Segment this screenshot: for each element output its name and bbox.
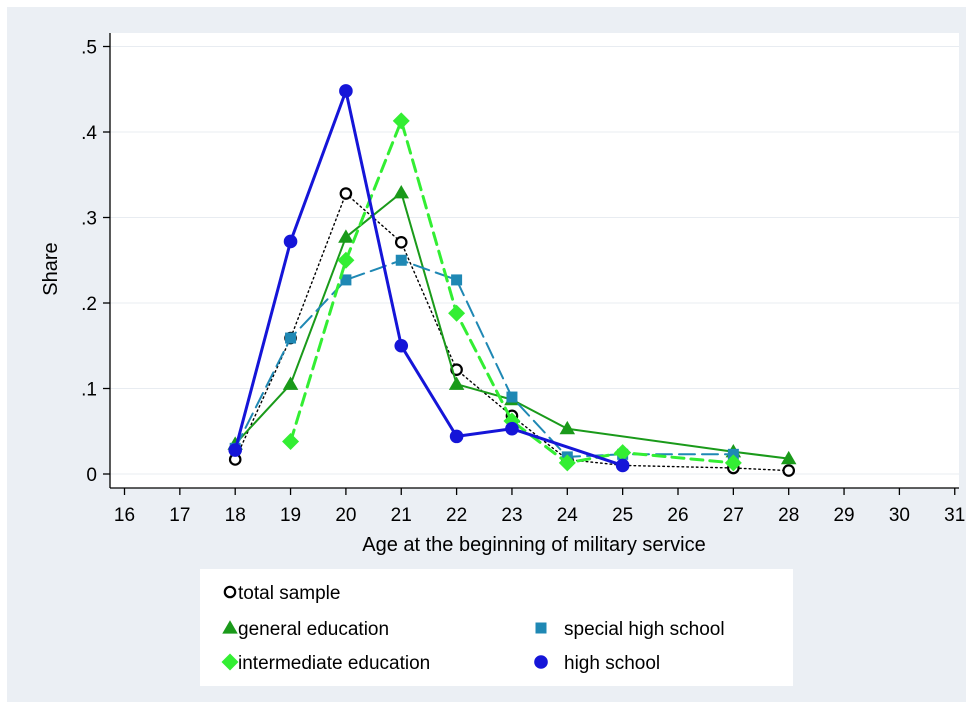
legend-item-high-school: high school [534, 653, 660, 674]
y-tick-label: .1 [81, 380, 97, 401]
data-point-total-sample [339, 187, 353, 200]
x-tick-label: 24 [557, 505, 579, 526]
plot-area [110, 33, 959, 488]
data-point-intermediate-education [614, 444, 632, 462]
data-point-intermediate-education [337, 251, 355, 269]
x-tick-label: 16 [114, 505, 135, 526]
data-point-special-high-school [506, 391, 518, 403]
legend-symbol-high-school [534, 655, 548, 669]
x-tick-label: 21 [391, 505, 412, 526]
y-tick-label: .4 [81, 123, 97, 144]
x-tick-label: 31 [944, 505, 965, 526]
x-tick-label: 20 [335, 505, 356, 526]
legend-symbol-total-sample [223, 585, 237, 599]
legend-item-special-high-school: special high school [535, 619, 725, 640]
axes [109, 33, 959, 489]
y-tick-label: .5 [81, 38, 97, 59]
y-tick-label: 0 [86, 465, 97, 486]
data-point-general-education [559, 420, 576, 435]
data-point-general-education [448, 376, 465, 390]
legend-item-intermediate-education: intermediate education [221, 653, 430, 674]
data-point-special-high-school [395, 254, 407, 266]
y-tick-label: .3 [81, 209, 97, 230]
data-point-special-high-school [340, 274, 352, 286]
legend-label: high school [564, 653, 660, 674]
series-group [227, 84, 797, 477]
axis-ticks: 0 .1 .2 .3 .4 .5 16 17 18 19 20 21 22 23 24 25 26 27 28 29 3… [81, 38, 965, 527]
legend-symbol-general-education [222, 620, 238, 634]
series-intermediate-education [282, 112, 742, 472]
legend-label: intermediate education [238, 653, 430, 674]
y-tick-label: .2 [81, 294, 97, 315]
data-point-intermediate-education [282, 433, 300, 451]
data-point-intermediate-education [448, 304, 466, 322]
series-high-school [228, 84, 630, 473]
x-tick-label: 26 [667, 505, 688, 526]
x-tick-label: 30 [889, 505, 910, 526]
series-line-intermediate-education [289, 119, 735, 465]
legend-label: general education [238, 619, 389, 640]
x-tick-label: 19 [280, 505, 301, 526]
data-point-intermediate-education [724, 454, 742, 472]
x-tick-label: 28 [778, 505, 799, 526]
legend-symbol-special-high-school [535, 622, 547, 634]
data-point-total-sample [394, 235, 408, 249]
legend-symbol-intermediate-education [221, 653, 239, 671]
data-point-special-high-school [727, 448, 739, 460]
x-tick-label: 27 [723, 505, 744, 526]
legend-items: total sample general education special hig… [221, 583, 725, 674]
legend: total sample general education special hig… [200, 569, 793, 686]
y-axis-title: Share [40, 242, 62, 295]
x-tick-label: 25 [612, 505, 633, 526]
legend-item-total-sample: total sample [223, 583, 340, 604]
legend-item-general-education: general education [222, 619, 389, 640]
data-point-general-education [393, 184, 409, 199]
data-point-intermediate-education [558, 454, 576, 472]
data-point-high-school [505, 421, 519, 436]
data-point-high-school [394, 338, 409, 353]
data-point-high-school [228, 443, 242, 457]
data-point-special-high-school [451, 274, 463, 286]
x-tick-label: 17 [169, 505, 190, 526]
x-tick-label: 29 [833, 505, 854, 526]
data-point-general-education [282, 376, 299, 390]
x-tick-label: 23 [501, 505, 522, 526]
data-point-high-school [449, 429, 464, 444]
series-line-total-sample [234, 192, 790, 472]
x-axis-title: Age at the beginning of military service [362, 534, 706, 556]
data-point-high-school [615, 458, 630, 473]
legend-box [200, 569, 793, 686]
data-point-general-education [338, 229, 354, 243]
data-point-high-school [339, 84, 353, 98]
x-tick-label: 22 [446, 505, 467, 526]
data-point-general-education [780, 450, 797, 465]
x-tick-label: 18 [225, 505, 246, 526]
data-point-high-school [283, 234, 298, 249]
data-point-special-high-school [285, 332, 297, 344]
legend-label: total sample [238, 583, 340, 604]
legend-label: special high school [564, 619, 725, 640]
data-point-intermediate-education [392, 112, 410, 130]
data-point-total-sample [782, 464, 795, 477]
